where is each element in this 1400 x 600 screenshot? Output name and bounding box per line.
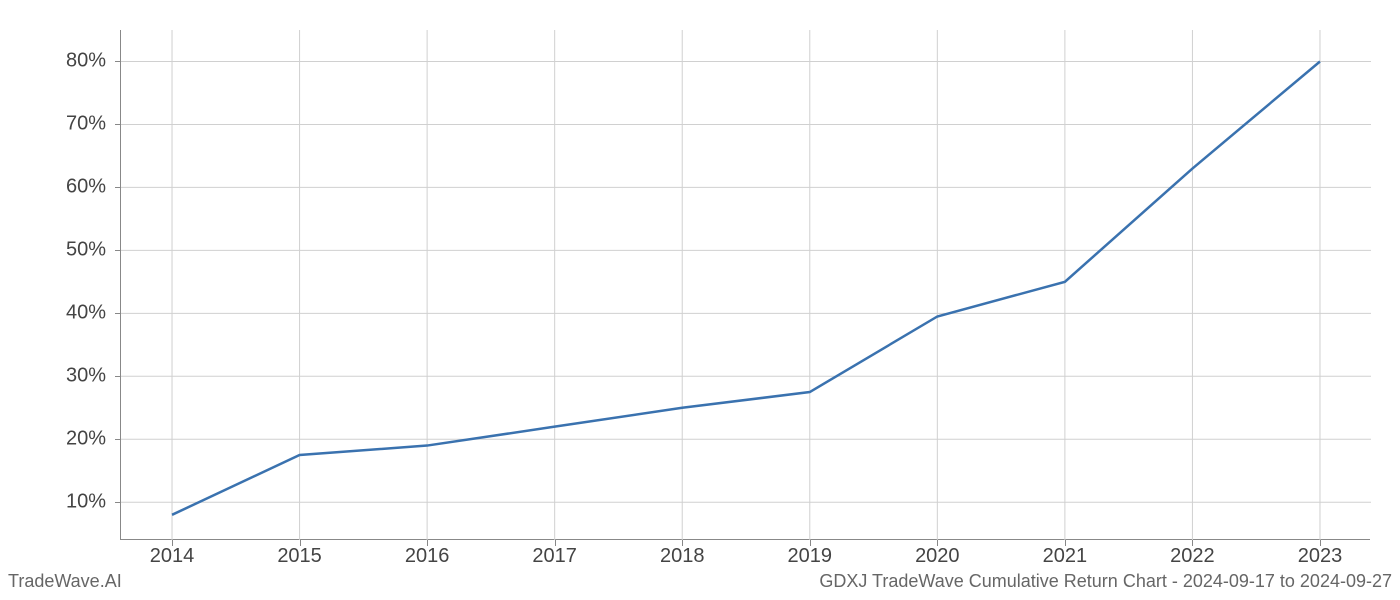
x-tick-label: 2015 — [277, 545, 322, 568]
x-tick-label: 2016 — [405, 545, 450, 568]
line-chart-svg — [121, 30, 1371, 540]
x-tick-label: 2020 — [915, 545, 960, 568]
y-tick-label: 20% — [66, 428, 106, 451]
y-tick-mark — [115, 61, 121, 62]
y-tick-label: 70% — [66, 113, 106, 136]
footer-right-text: GDXJ TradeWave Cumulative Return Chart -… — [819, 571, 1392, 592]
y-tick-mark — [115, 313, 121, 314]
y-tick-label: 60% — [66, 176, 106, 199]
y-tick-mark — [115, 439, 121, 440]
x-tick-label: 2021 — [1043, 545, 1088, 568]
x-tick-label: 2018 — [660, 545, 705, 568]
x-tick-label: 2017 — [532, 545, 577, 568]
x-tick-label: 2019 — [788, 545, 833, 568]
plot-area: 2014201520162017201820192020202120222023… — [120, 30, 1370, 540]
y-tick-label: 80% — [66, 50, 106, 73]
y-tick-label: 40% — [66, 302, 106, 325]
y-tick-mark — [115, 376, 121, 377]
footer-left-text: TradeWave.AI — [8, 571, 122, 592]
x-tick-label: 2023 — [1298, 545, 1343, 568]
y-tick-mark — [115, 250, 121, 251]
y-tick-mark — [115, 187, 121, 188]
chart-container: 2014201520162017201820192020202120222023… — [120, 30, 1370, 540]
y-tick-mark — [115, 124, 121, 125]
y-tick-mark — [115, 502, 121, 503]
x-tick-label: 2022 — [1170, 545, 1215, 568]
y-tick-label: 30% — [66, 365, 106, 388]
y-tick-label: 10% — [66, 491, 106, 514]
y-tick-label: 50% — [66, 239, 106, 262]
data-line — [172, 61, 1320, 514]
x-tick-label: 2014 — [150, 545, 195, 568]
